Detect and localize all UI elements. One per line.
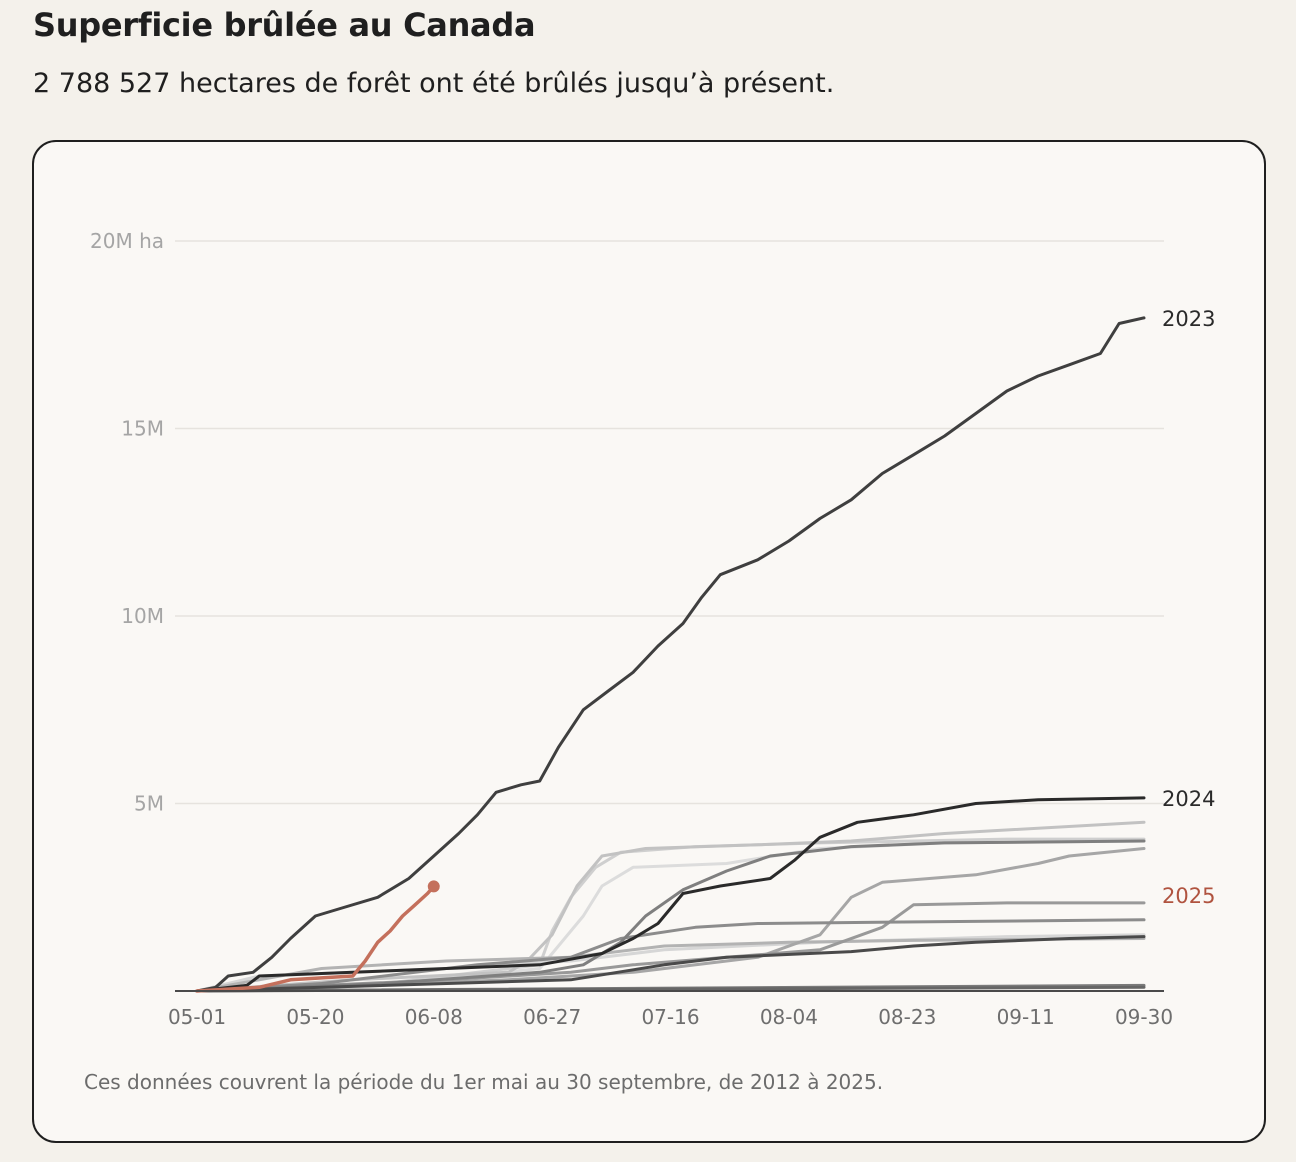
series-end-label-2023: 2023 <box>1162 307 1215 331</box>
series-end-label-2024: 2024 <box>1162 787 1215 811</box>
current-point-marker <box>427 880 440 893</box>
x-tick-label: 08-23 <box>878 1005 936 1029</box>
y-tick-label: 20M ha <box>90 229 164 253</box>
footnote: Ces données couvrent la période du 1er m… <box>84 1070 884 1094</box>
end-labels: 2024 2023 2025 <box>1162 307 1215 908</box>
series-line <box>195 820 1146 993</box>
series-line <box>195 847 1146 993</box>
series-line <box>195 935 1146 993</box>
series-line-2024 <box>195 796 1146 993</box>
chart-title: Superficie brûlée au Canada <box>33 6 536 44</box>
x-tick-label: 08-04 <box>760 1005 818 1029</box>
x-tick-label: 09-30 <box>1115 1005 1173 1029</box>
y-tick-label: 5M <box>134 792 164 816</box>
series-line <box>195 901 1146 993</box>
axes: 5M 10M 15M 20M ha 05-01 05-20 06-08 06-27 07-16 0… <box>90 229 1173 1029</box>
chart-subtitle: 2 788 527 hectares de forêt ont été brûl… <box>33 68 835 99</box>
line-chart: 5M 10M 15M 20M ha 05-01 05-20 06-08 06-27 07-16 0… <box>90 229 1215 1029</box>
y-tick-label: 10M <box>121 604 164 628</box>
series-line <box>195 918 1146 993</box>
series-line <box>195 837 1146 993</box>
x-tick-label: 09-11 <box>997 1005 1055 1029</box>
x-tick-label: 06-08 <box>405 1005 463 1029</box>
x-tick-label: 05-01 <box>168 1005 226 1029</box>
grid-lines <box>175 240 1164 805</box>
series-lines <box>195 316 1146 993</box>
series-line-2025 <box>195 884 436 993</box>
series-end-label-2025: 2025 <box>1162 884 1215 908</box>
x-tick-label: 07-16 <box>641 1005 699 1029</box>
chart-card: 5M 10M 15M 20M ha 05-01 05-20 06-08 06-27 07-16 0… <box>32 140 1266 1143</box>
series-line <box>195 937 1146 993</box>
x-tick-label: 06-27 <box>523 1005 581 1029</box>
x-tick-label: 05-20 <box>286 1005 344 1029</box>
series-line <box>195 839 1146 993</box>
y-tick-label: 15M <box>121 417 164 441</box>
series-line-2023 <box>195 316 1146 993</box>
